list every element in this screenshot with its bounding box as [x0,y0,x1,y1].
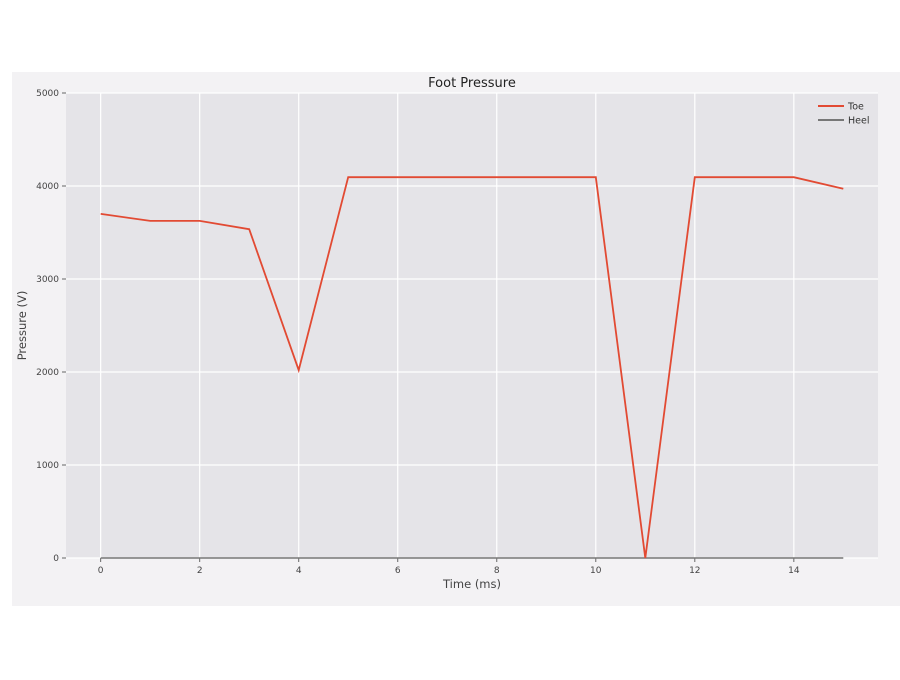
legend-label-toe: Toe [847,102,864,113]
plot-area [66,93,878,558]
y-axis-label: Pressure (V) [15,291,29,361]
x-tick-label: 10 [590,566,602,576]
y-tick-label: 1000 [36,461,59,471]
y-tick-label: 5000 [36,89,59,99]
legend: Toe Heel [818,102,869,127]
axes: 0 2 4 6 8 10 12 14 0 1000 2000 3000 4000 5000 [36,89,800,576]
x-tick-label: 4 [296,566,302,576]
y-tick-label: 4000 [36,182,59,192]
series-line-toe [100,176,844,559]
series-lines [100,176,844,559]
x-tick-label: 2 [197,566,203,576]
x-tick-label: 8 [494,566,500,576]
chart-title: Foot Pressure [428,76,516,91]
x-tick-label: 12 [689,566,700,576]
y-tick-label: 2000 [36,368,59,378]
x-tick-label: 14 [788,566,800,576]
x-tick-label: 0 [98,566,104,576]
x-axis-label: Time (ms) [442,577,501,591]
y-tick-label: 3000 [36,275,59,285]
legend-label-heel: Heel [848,116,869,127]
x-tick-label: 6 [395,566,401,576]
y-tick-label: 0 [53,554,59,564]
